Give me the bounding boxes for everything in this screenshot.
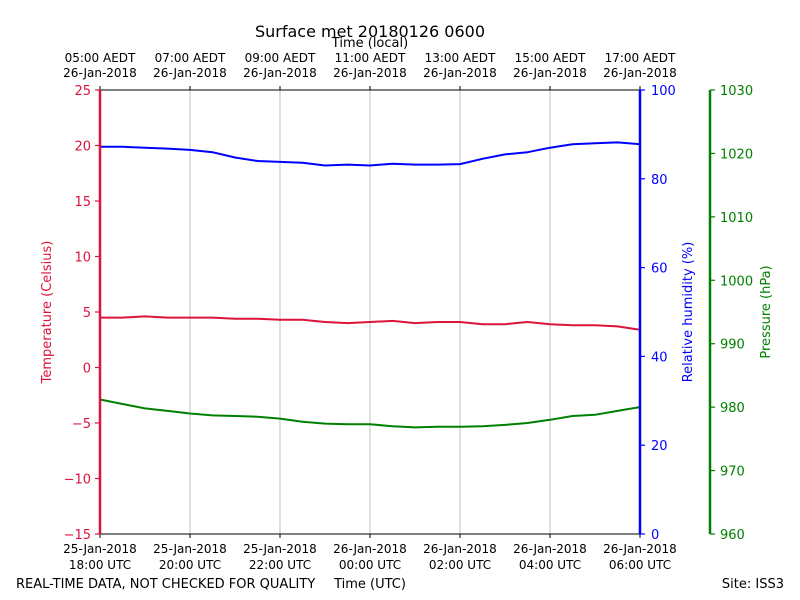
local-tick-date: 26-Jan-2018 — [243, 66, 317, 80]
local-tick-time: 09:00 AEDT — [245, 51, 316, 65]
pressure-tick-label: 960 — [720, 528, 745, 543]
pressure-tick-label: 970 — [720, 465, 745, 480]
local-tick-time: 15:00 AEDT — [515, 51, 586, 65]
local-tick-date: 26-Jan-2018 — [513, 66, 587, 80]
top-axis-label: Time (local) — [331, 36, 408, 51]
utc-tick-time: 02:00 UTC — [429, 558, 491, 572]
local-tick-date: 26-Jan-2018 — [63, 66, 137, 80]
local-tick-time: 11:00 AEDT — [335, 51, 406, 65]
temperature-tick-label: 5 — [83, 306, 91, 321]
relative-humidity-series-line — [100, 141, 641, 167]
local-tick-time: 17:00 AEDT — [605, 51, 676, 65]
humidity-tick-label: 0 — [651, 528, 659, 543]
temperature-tick-label: −15 — [64, 528, 91, 543]
utc-tick-time: 04:00 UTC — [519, 558, 581, 572]
utc-tick-date: 26-Jan-2018 — [513, 542, 587, 556]
humidity-tick-label: 20 — [651, 439, 668, 454]
humidity-tick-label: 40 — [651, 350, 668, 365]
utc-tick-date: 26-Jan-2018 — [423, 542, 497, 556]
temperature-tick-label: 20 — [74, 140, 91, 155]
pressure-tick-label: 1010 — [720, 211, 753, 226]
x-axis-label: Time (UTC) — [333, 577, 406, 592]
utc-tick-time: 06:00 UTC — [609, 558, 671, 572]
local-tick-date: 26-Jan-2018 — [333, 66, 407, 80]
humidity-tick-label: 100 — [651, 84, 676, 99]
local-tick-time: 05:00 AEDT — [65, 51, 136, 65]
temperature-tick-label: 0 — [83, 362, 91, 377]
humidity-axis-label: Relative humidity (%) — [681, 242, 696, 383]
series-layer — [99, 141, 641, 429]
utc-tick-date: 25-Jan-2018 — [243, 542, 317, 556]
temperature-tick-label: −10 — [64, 473, 91, 488]
utc-tick-date: 26-Jan-2018 — [603, 542, 677, 556]
temperature-tick-label: 25 — [74, 84, 91, 99]
utc-tick-time: 00:00 UTC — [339, 558, 401, 572]
utc-tick-time: 18:00 UTC — [69, 558, 131, 572]
pressure-tick-label: 990 — [720, 338, 745, 353]
chart-title: Surface met 20180126 0600 — [255, 22, 485, 41]
temperature-tick-label: −5 — [72, 417, 91, 432]
humidity-tick-label: 60 — [651, 262, 668, 277]
pressure-tick-label: 980 — [720, 401, 745, 416]
site-label: Site: ISS3 — [722, 577, 784, 592]
temperature-series-line — [100, 315, 641, 331]
pressure-tick-label: 1030 — [720, 84, 753, 99]
local-tick-time: 07:00 AEDT — [155, 51, 226, 65]
humidity-tick-label: 80 — [651, 173, 668, 188]
temperature-axis-label: Temperature (Celsius) — [40, 241, 55, 385]
utc-tick-time: 20:00 UTC — [159, 558, 221, 572]
utc-tick-date: 26-Jan-2018 — [333, 542, 407, 556]
local-tick-date: 26-Jan-2018 — [153, 66, 227, 80]
local-tick-date: 26-Jan-2018 — [423, 66, 497, 80]
pressure-tick-label: 1020 — [720, 147, 753, 162]
data-quality-note: REAL-TIME DATA, NOT CHECKED FOR QUALITY — [16, 577, 315, 592]
utc-tick-time: 22:00 UTC — [249, 558, 311, 572]
temperature-tick-label: 15 — [74, 195, 91, 210]
utc-tick-date: 25-Jan-2018 — [153, 542, 227, 556]
temperature-tick-label: 10 — [74, 251, 91, 266]
local-tick-date: 26-Jan-2018 — [603, 66, 677, 80]
pressure-axis-label: Pressure (hPa) — [759, 265, 774, 358]
local-tick-time: 13:00 AEDT — [425, 51, 496, 65]
utc-tick-date: 25-Jan-2018 — [63, 542, 137, 556]
pressure-tick-label: 1000 — [720, 274, 753, 289]
pressure-series-line — [99, 398, 641, 429]
